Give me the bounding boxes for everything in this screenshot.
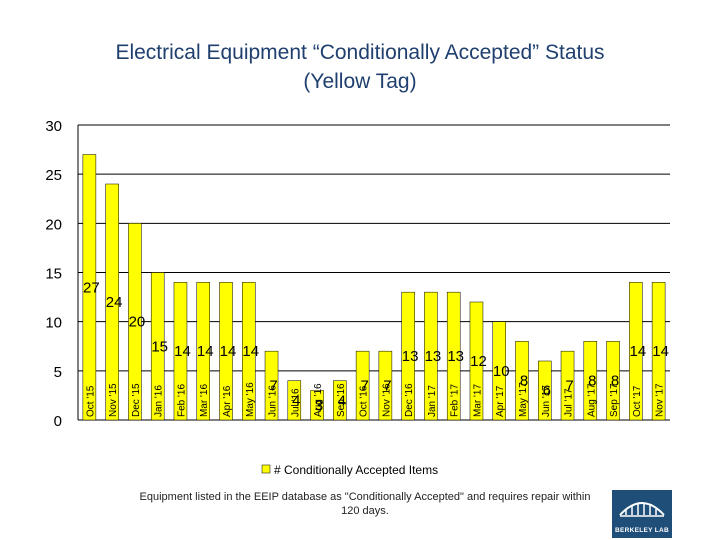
x-tick-label: Jun '16 [268, 385, 279, 417]
bar [606, 341, 620, 421]
y-tick-label: 30 [45, 118, 62, 135]
x-tick-label: May '16 [245, 382, 256, 417]
bar [219, 282, 233, 421]
chart-title-line1: Electrical Equipment “Conditionally Acce… [115, 41, 605, 64]
data-label: 3 [315, 397, 323, 414]
bar [333, 380, 347, 421]
x-tick-label: Feb '16 [176, 384, 187, 417]
bar [264, 350, 279, 421]
data-label: 24 [106, 294, 123, 311]
bar [82, 154, 97, 421]
data-label: 4 [292, 392, 300, 409]
x-tick-label: May '17 [518, 382, 529, 417]
x-tick-label: Feb '17 [450, 384, 461, 417]
x-tick-label: Oct '15 [85, 385, 96, 417]
x-tick-label: Jan '17 [427, 385, 438, 417]
bar [446, 291, 461, 421]
bar [629, 282, 643, 421]
x-tick-label: Oct '17 [632, 385, 643, 417]
lab-building-icon [619, 502, 665, 517]
x-tick-label: Mar '16 [199, 384, 210, 417]
bar [492, 321, 506, 421]
bar [651, 282, 666, 421]
bar [583, 341, 598, 421]
data-label: 7 [360, 378, 368, 395]
data-label: 7 [269, 378, 277, 395]
data-label: 4 [338, 392, 346, 409]
data-label: 14 [242, 343, 259, 360]
data-label: 8 [611, 373, 619, 390]
data-label: 14 [197, 343, 214, 360]
bar [196, 282, 210, 421]
x-tick-label: Aug '16 [313, 383, 324, 417]
legend-swatch [261, 464, 271, 474]
x-tick-label: Jul '16 [290, 388, 301, 417]
x-tick-label: Nov '15 [108, 383, 119, 417]
x-tick-label: Mar '17 [472, 384, 483, 417]
data-label: 7 [565, 378, 573, 395]
legend-label: # Conditionally Accepted Items [274, 463, 438, 477]
bar [515, 341, 529, 421]
data-label: 6 [543, 383, 551, 400]
bar [310, 390, 324, 421]
bar [538, 360, 552, 421]
x-tick-label: Dec '15 [131, 383, 142, 417]
logo-text: BERKELEY LAB [614, 527, 670, 534]
data-label: 7 [383, 378, 391, 395]
data-label: 14 [220, 343, 237, 360]
x-tick-label: Nov '16 [381, 383, 392, 417]
x-tick-label: Aug '17 [586, 383, 597, 417]
data-label: 20 [129, 314, 146, 331]
chart-title-line2: (Yellow Tag) [303, 70, 417, 93]
bar [424, 291, 438, 421]
y-tick-label: 0 [54, 413, 62, 430]
data-label: 14 [652, 343, 669, 360]
bar [401, 291, 415, 421]
x-tick-label: Dec '16 [404, 383, 415, 417]
x-tick-label: Jan '16 [154, 385, 165, 417]
data-label: 13 [402, 348, 419, 365]
x-tick-label: Oct '16 [359, 385, 370, 417]
y-tick-label: 5 [54, 364, 62, 381]
bar [378, 350, 393, 421]
x-tick-label: Nov '17 [655, 383, 666, 417]
data-label: 8 [588, 373, 596, 390]
data-label: 14 [174, 343, 191, 360]
bar [560, 350, 575, 421]
chart-title: Electrical Equipment “Conditionally Acce… [0, 38, 720, 96]
data-label: 12 [470, 353, 487, 370]
x-tick-label: Sep '17 [609, 383, 620, 417]
y-tick-label: 25 [45, 167, 62, 184]
data-label: 13 [425, 348, 442, 365]
berkeley-lab-logo: BERKELEY LAB [612, 490, 672, 538]
x-tick-label: Apr '17 [495, 385, 506, 417]
data-label: 15 [151, 338, 168, 355]
bar [355, 350, 370, 421]
bar-chart: 0 5 10 15 20 25 30 27 Oct '15 24 Nov '15 20 Dec '15 1… [45, 118, 670, 477]
bar [287, 380, 302, 421]
x-tick-label: Sep '16 [336, 383, 347, 417]
bar [150, 272, 165, 421]
data-label: 8 [520, 373, 528, 390]
bar [173, 282, 188, 421]
x-tick-label: Jul '17 [564, 388, 575, 417]
data-label: 14 [630, 343, 647, 360]
x-tick-label: Jun '17 [541, 385, 552, 417]
y-tick-label: 10 [45, 315, 62, 332]
bar [242, 282, 256, 421]
data-label: 10 [493, 363, 510, 380]
footnote: Equipment listed in the EEIP database as… [139, 491, 591, 517]
bar [469, 301, 484, 421]
x-tick-label: Apr '16 [222, 385, 233, 417]
y-tick-label: 20 [45, 216, 62, 233]
bar [128, 223, 142, 421]
bar [105, 183, 119, 421]
data-label: 27 [83, 279, 100, 296]
data-label: 13 [447, 348, 464, 365]
y-tick-label: 15 [45, 266, 62, 283]
